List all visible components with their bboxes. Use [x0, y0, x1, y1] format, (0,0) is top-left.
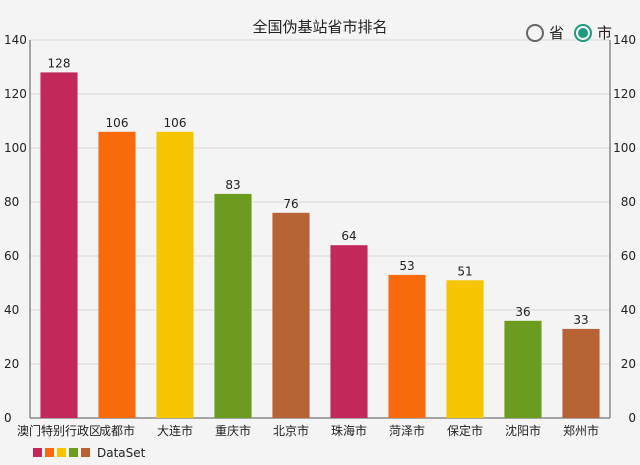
- value-label: 128: [48, 56, 71, 70]
- y-tick-label-right: 120: [613, 87, 636, 101]
- x-tick-label: 郑州市: [563, 423, 599, 438]
- province-city-toggle: 省 市: [525, 22, 612, 43]
- bar: [504, 320, 542, 418]
- y-tick-label-right: 20: [621, 357, 636, 371]
- y-tick-label-right: 0: [628, 411, 636, 425]
- bar: [562, 328, 600, 418]
- x-tick-label: 成都市: [99, 423, 135, 438]
- value-label: 53: [399, 259, 414, 273]
- legend-swatch: [57, 448, 66, 457]
- y-tick-label-right: 140: [613, 33, 636, 47]
- y-tick-label-left: 40: [4, 303, 19, 317]
- radio-city-circle: [573, 23, 592, 42]
- bar-series: [40, 72, 600, 419]
- value-label: 106: [106, 116, 129, 130]
- legend-swatch: [81, 448, 90, 457]
- bar: [156, 131, 194, 419]
- y-tick-label-left: 0: [4, 411, 12, 425]
- value-labels: 128 106 106 83 76 64 53 51 36 33: [48, 56, 589, 327]
- radio-city-dot: [577, 27, 588, 38]
- value-label: 64: [341, 229, 356, 243]
- value-label: 33: [573, 313, 588, 327]
- y-tick-label-left: 20: [4, 357, 19, 371]
- chart-title: 全国伪基站省市排名: [252, 18, 387, 36]
- x-tick-label: 大连市: [157, 423, 193, 438]
- x-tick-label: 保定市: [447, 423, 483, 438]
- radio-province-circle: [525, 23, 544, 42]
- value-label: 76: [283, 197, 298, 211]
- y-axis-left: 0 20 40 60 80 100 120 140: [4, 33, 27, 425]
- y-tick-label-left: 120: [4, 87, 27, 101]
- y-tick-label-right: 100: [613, 141, 636, 155]
- bar: [272, 212, 310, 418]
- legend-label: DataSet: [97, 446, 146, 460]
- bar: [214, 193, 252, 418]
- legend: DataSet: [33, 446, 146, 460]
- radio-province-label: 省: [548, 24, 564, 42]
- y-tick-label-right: 60: [621, 249, 636, 263]
- x-tick-label: 重庆市: [215, 423, 251, 438]
- bar: [40, 72, 78, 419]
- radio-city[interactable]: 市: [573, 22, 612, 43]
- legend-swatch: [45, 448, 54, 457]
- radio-city-label: 市: [596, 24, 612, 42]
- x-tick-label: 澳门特别行政区: [17, 423, 101, 438]
- y-tick-label-left: 100: [4, 141, 27, 155]
- y-tick-label-left: 140: [4, 33, 27, 47]
- radio-province[interactable]: 省: [525, 22, 564, 43]
- y-tick-label-right: 80: [621, 195, 636, 209]
- value-label: 51: [457, 264, 472, 278]
- y-tick-label-left: 60: [4, 249, 19, 263]
- bar: [330, 245, 368, 418]
- x-tick-label: 沈阳市: [505, 423, 541, 438]
- bar: [446, 280, 484, 418]
- value-label: 106: [164, 116, 187, 130]
- legend-swatch: [33, 448, 42, 457]
- legend-swatch: [69, 448, 78, 457]
- y-tick-label-left: 80: [4, 195, 19, 209]
- y-tick-label-right: 40: [621, 303, 636, 317]
- x-tick-label: 珠海市: [331, 423, 367, 438]
- x-tick-label: 北京市: [273, 423, 309, 438]
- bar: [98, 131, 136, 419]
- value-label: 83: [225, 178, 240, 192]
- x-tick-label: 菏泽市: [389, 423, 425, 438]
- value-label: 36: [515, 305, 530, 319]
- bar: [388, 274, 426, 418]
- y-axis-right: 0 20 40 60 80 100 120 140: [613, 33, 636, 425]
